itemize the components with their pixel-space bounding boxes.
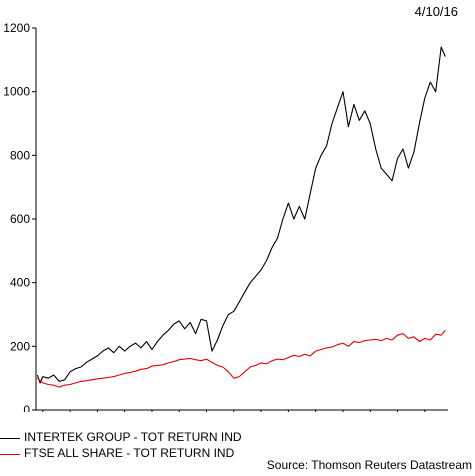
y-tick-label: 200 [10, 339, 30, 353]
date-label: 4/10/16 [414, 4, 458, 19]
y-tick-label: 0 [23, 403, 30, 412]
source-note: Source: Thomson Reuters Datastream [266, 458, 472, 472]
y-tick-label: 1200 [3, 21, 30, 35]
legend-label-ftse: FTSE ALL SHARE - TOT RETURN IND [24, 446, 235, 460]
chart-axes [32, 27, 448, 412]
y-tick-label: 400 [10, 276, 30, 290]
y-tick-label: 800 [10, 148, 30, 162]
legend-swatch-ftse [0, 454, 20, 455]
chart-series [36, 46, 446, 388]
series-line-1 [37, 330, 446, 388]
y-tick-label: 1000 [3, 85, 30, 99]
chart-tick-labels: 0200400600800100012000203040506070809101… [3, 21, 30, 412]
legend-swatch-intertek [0, 438, 20, 439]
y-tick-label: 600 [10, 212, 30, 226]
legend-label-intertek: INTERTEK GROUP - TOT RETURN IND [24, 430, 242, 444]
series-line-0 [36, 46, 446, 384]
chart-svg: 0200400600800100012000203040506070809101… [3, 21, 448, 412]
